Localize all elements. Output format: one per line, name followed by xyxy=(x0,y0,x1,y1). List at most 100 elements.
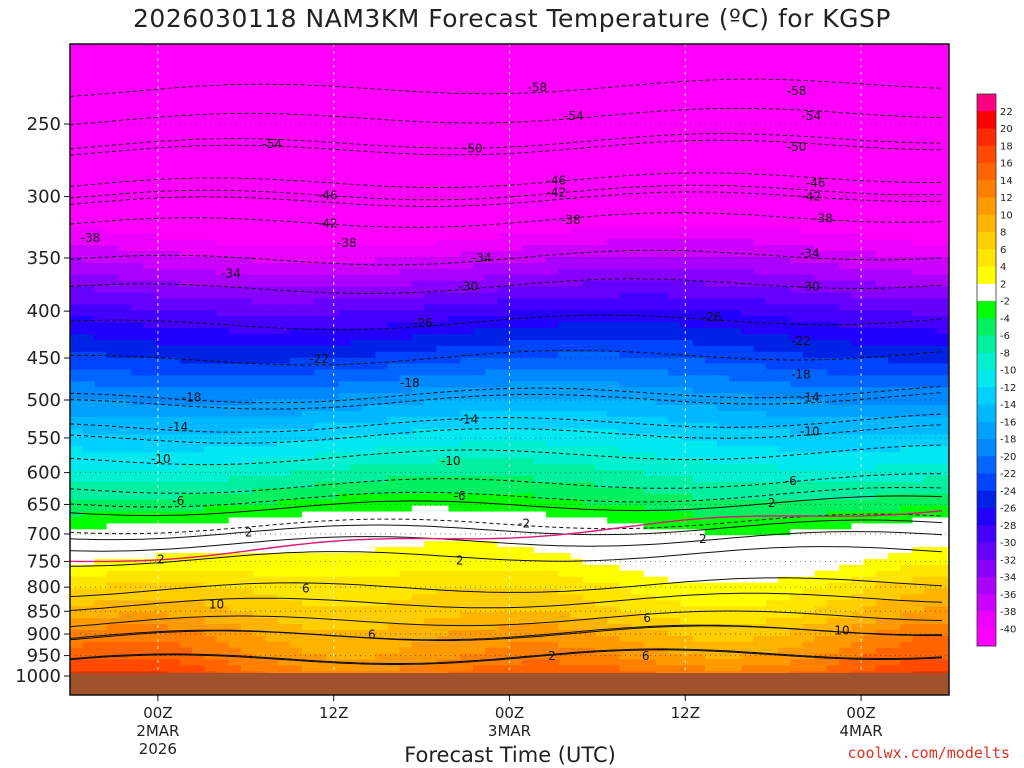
shading-cell xyxy=(192,221,205,229)
shading-cell xyxy=(155,629,169,637)
shading-cell xyxy=(411,174,425,181)
shading-cell xyxy=(411,191,425,199)
shading-cell xyxy=(485,552,498,560)
shading-cell xyxy=(375,464,389,471)
shading-cell xyxy=(82,410,96,418)
shading-cell xyxy=(338,49,352,57)
shading-cell xyxy=(118,215,132,223)
shading-cell xyxy=(82,233,96,240)
shading-cell xyxy=(509,588,523,595)
shading-cell xyxy=(118,203,132,211)
shading-cell xyxy=(363,180,376,187)
shading-cell xyxy=(448,351,462,359)
shading-cell xyxy=(582,588,596,595)
shading-cell xyxy=(582,552,596,560)
shading-cell xyxy=(497,209,511,217)
shading-cell xyxy=(460,570,474,578)
shading-cell xyxy=(204,333,218,341)
shading-cell xyxy=(375,588,389,595)
shading-cell xyxy=(546,316,559,323)
shading-cell xyxy=(546,582,559,590)
shading-cell xyxy=(509,481,523,489)
shading-cell xyxy=(533,298,547,305)
shading-cell xyxy=(533,215,547,223)
shading-cell xyxy=(533,369,547,377)
shading-cell xyxy=(338,245,352,252)
shading-cell xyxy=(460,109,474,116)
shading-cell xyxy=(350,570,364,578)
shading-cell xyxy=(460,168,474,175)
shading-cell xyxy=(179,564,193,572)
shading-cell xyxy=(521,44,535,51)
shading-cell xyxy=(570,333,584,341)
shading-cell xyxy=(216,298,230,305)
shading-cell xyxy=(424,239,437,246)
shading-cell xyxy=(94,481,108,489)
shading-cell xyxy=(253,505,266,513)
shading-cell xyxy=(546,606,559,613)
shading-cell xyxy=(118,162,132,169)
shading-cell xyxy=(131,517,144,524)
shading-cell xyxy=(582,55,596,63)
shading-cell xyxy=(240,481,254,489)
shading-cell xyxy=(387,582,401,590)
shading-cell xyxy=(375,138,389,146)
shading-cell xyxy=(118,156,132,163)
shading-cell xyxy=(289,180,303,187)
shading-cell xyxy=(240,322,254,329)
shading-cell xyxy=(338,286,352,294)
shading-cell xyxy=(546,440,559,448)
shading-cell xyxy=(155,132,169,140)
shading-cell xyxy=(253,458,266,465)
shading-cell xyxy=(594,493,608,501)
shading-cell xyxy=(265,523,279,530)
shading-cell xyxy=(607,126,620,134)
shading-cell xyxy=(179,600,193,607)
shading-cell xyxy=(118,132,132,140)
shading-cell xyxy=(204,322,218,329)
shading-cell xyxy=(106,499,120,507)
shading-cell xyxy=(326,458,340,465)
shading-cell xyxy=(94,257,108,264)
shading-cell xyxy=(131,333,144,341)
shading-cell xyxy=(338,91,352,98)
shading-cell xyxy=(558,399,572,406)
shading-cell xyxy=(70,416,83,424)
shading-cell xyxy=(70,653,83,661)
shading-cell xyxy=(240,316,254,323)
shading-cell xyxy=(533,570,547,578)
shading-cell xyxy=(216,162,230,169)
shading-cell xyxy=(277,564,291,572)
shading-cell xyxy=(70,209,83,217)
shading-cell xyxy=(509,115,523,122)
shading-cell xyxy=(546,215,559,223)
shading-cell xyxy=(460,209,474,217)
shading-cell xyxy=(509,618,523,625)
shading-cell xyxy=(497,476,511,483)
shading-cell xyxy=(448,61,462,69)
shading-cell xyxy=(460,547,474,554)
shading-cell xyxy=(582,541,596,548)
shading-cell xyxy=(472,221,486,229)
shading-cell xyxy=(607,262,620,270)
shading-cell xyxy=(570,203,584,211)
shading-cell xyxy=(338,387,352,394)
shading-cell xyxy=(533,600,547,607)
shading-cell xyxy=(265,298,279,305)
shading-cell xyxy=(375,97,389,104)
shading-cell xyxy=(460,85,474,92)
shading-cell xyxy=(460,73,474,81)
shading-cell xyxy=(558,470,572,477)
shading-cell xyxy=(375,162,389,169)
shading-cell xyxy=(155,499,169,507)
shading-cell xyxy=(509,547,523,554)
shading-cell xyxy=(277,203,291,211)
shading-cell xyxy=(424,132,437,140)
shading-cell xyxy=(509,251,523,258)
shading-cell xyxy=(411,422,425,430)
shading-cell xyxy=(143,487,157,495)
shading-cell xyxy=(533,623,547,631)
shading-cell xyxy=(399,517,413,524)
shading-cell xyxy=(167,162,181,169)
